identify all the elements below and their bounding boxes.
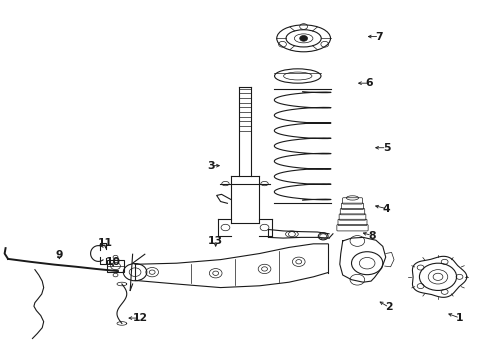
Text: 4: 4 bbox=[383, 204, 391, 214]
Text: 11: 11 bbox=[98, 238, 113, 248]
Text: 3: 3 bbox=[207, 161, 215, 171]
Text: 5: 5 bbox=[383, 143, 391, 153]
Text: 12: 12 bbox=[132, 313, 147, 323]
Text: 10: 10 bbox=[105, 257, 121, 267]
Text: 2: 2 bbox=[385, 302, 393, 312]
Circle shape bbox=[300, 36, 308, 41]
Bar bbox=[107, 260, 124, 272]
Text: 9: 9 bbox=[55, 250, 63, 260]
Text: 7: 7 bbox=[375, 32, 383, 41]
Text: 8: 8 bbox=[368, 231, 376, 240]
Text: 13: 13 bbox=[208, 236, 223, 246]
Text: 1: 1 bbox=[456, 313, 464, 323]
Text: 6: 6 bbox=[366, 78, 373, 88]
